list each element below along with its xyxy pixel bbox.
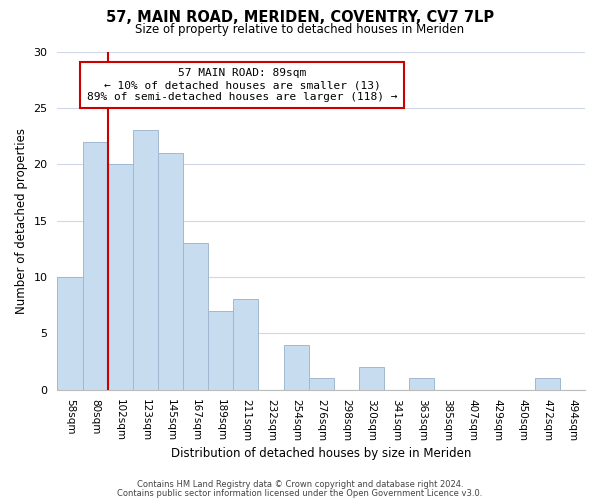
- Text: 57, MAIN ROAD, MERIDEN, COVENTRY, CV7 7LP: 57, MAIN ROAD, MERIDEN, COVENTRY, CV7 7L…: [106, 10, 494, 25]
- X-axis label: Distribution of detached houses by size in Meriden: Distribution of detached houses by size …: [171, 447, 472, 460]
- Text: Contains HM Land Registry data © Crown copyright and database right 2024.: Contains HM Land Registry data © Crown c…: [137, 480, 463, 489]
- Text: 57 MAIN ROAD: 89sqm
← 10% of detached houses are smaller (13)
89% of semi-detach: 57 MAIN ROAD: 89sqm ← 10% of detached ho…: [87, 68, 397, 102]
- Text: Size of property relative to detached houses in Meriden: Size of property relative to detached ho…: [136, 22, 464, 36]
- Bar: [158, 153, 183, 390]
- Bar: [359, 367, 384, 390]
- Bar: [133, 130, 158, 390]
- Text: Contains public sector information licensed under the Open Government Licence v3: Contains public sector information licen…: [118, 488, 482, 498]
- Bar: [409, 378, 434, 390]
- Bar: [308, 378, 334, 390]
- Bar: [83, 142, 107, 390]
- Bar: [208, 310, 233, 390]
- Bar: [233, 300, 259, 390]
- Bar: [284, 344, 308, 390]
- Bar: [535, 378, 560, 390]
- Bar: [58, 277, 83, 390]
- Y-axis label: Number of detached properties: Number of detached properties: [15, 128, 28, 314]
- Bar: [107, 164, 133, 390]
- Bar: [183, 243, 208, 390]
